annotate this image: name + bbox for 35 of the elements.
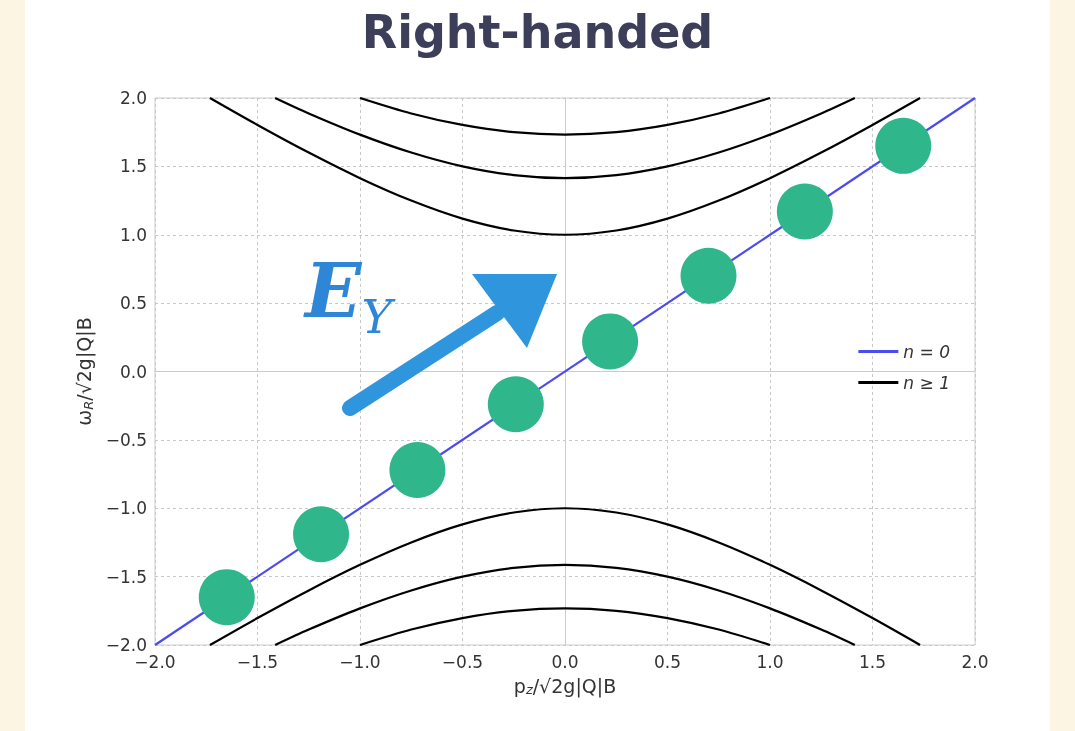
y-tick-label: 1.5 xyxy=(119,156,147,177)
y-tick-label: −1.0 xyxy=(105,498,147,519)
point xyxy=(875,117,932,174)
x-tick-label: −1.5 xyxy=(236,651,279,672)
x-tick-label: −0.5 xyxy=(441,651,484,672)
line-series xyxy=(208,507,922,647)
line-series xyxy=(358,96,772,136)
y-tick-label: 2.0 xyxy=(119,88,147,108)
point xyxy=(293,506,350,563)
point xyxy=(582,313,639,370)
point xyxy=(487,376,544,433)
x-tick-label: 1.0 xyxy=(756,651,784,672)
x-tick-label: 2.0 xyxy=(961,651,989,672)
line-series xyxy=(274,96,856,180)
point xyxy=(389,441,446,498)
point xyxy=(776,183,833,240)
line-series xyxy=(358,607,772,647)
line-series xyxy=(274,563,856,647)
x-tick-label: 0.0 xyxy=(551,651,579,672)
y-tick-label: −0.5 xyxy=(105,429,147,450)
legend-label: n = 0 xyxy=(903,341,951,362)
x-tick-label: 0.5 xyxy=(653,651,682,672)
line-series xyxy=(208,96,922,236)
y-tick-label: −1.5 xyxy=(105,566,147,587)
y-tick-label: 0.0 xyxy=(119,361,147,382)
chart-title: Right-handed xyxy=(361,5,714,59)
x-axis-title: pz/√2g|Q|B xyxy=(513,674,617,698)
legend-label: n ≥ 1 xyxy=(903,372,951,393)
y-tick-label: 0.5 xyxy=(119,293,147,314)
point xyxy=(198,569,255,626)
x-tick-label: −1.0 xyxy=(339,651,381,672)
y-axis-title: ωR/√2g|Q|B xyxy=(73,317,97,426)
x-tick-label: 1.5 xyxy=(858,651,887,672)
y-tick-label: 1.0 xyxy=(119,224,147,245)
point xyxy=(680,247,737,304)
